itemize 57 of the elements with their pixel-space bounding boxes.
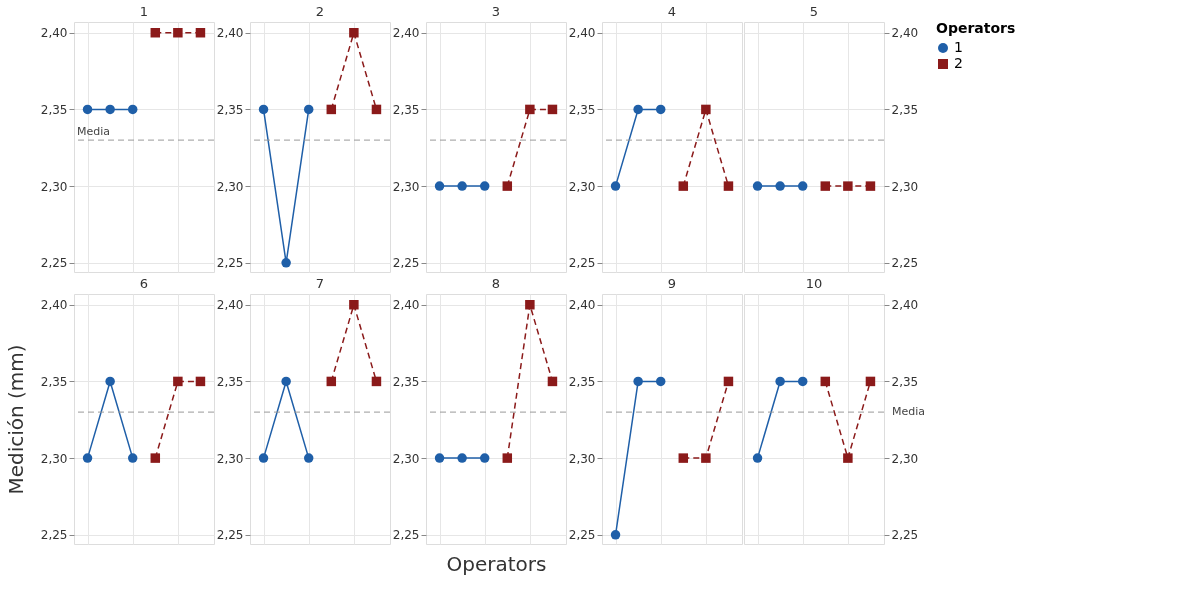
y-tick-label: 2,40 <box>216 26 244 41</box>
chart-title: 7 <box>315 276 325 291</box>
y-tick-label: 2,25 <box>216 256 244 271</box>
chart-title: 8 <box>491 276 501 291</box>
y-tick-label: 2,35 <box>568 102 596 117</box>
y-tick-label: 2,35 <box>891 102 919 117</box>
y-tick-label: 2,30 <box>392 179 420 194</box>
y-tick-label: 2,40 <box>392 298 420 313</box>
legend-label: 2 <box>954 55 963 71</box>
x-axis-title: Operators <box>446 551 547 576</box>
y-tick-label: 2,40 <box>216 298 244 313</box>
y-tick-label: 2,35 <box>216 102 244 117</box>
chart-title: 3 <box>491 4 501 19</box>
y-tick-label: 2,40 <box>392 26 420 41</box>
y-tick-label: 2,40 <box>568 26 596 41</box>
ref-line-label: Media <box>892 405 926 419</box>
y-tick-label: 2,30 <box>40 179 68 194</box>
y-tick-label: 2,30 <box>891 451 919 466</box>
y-tick-label: 2,25 <box>40 256 68 271</box>
y-tick-label: 2,25 <box>216 528 244 543</box>
y-tick-label: 2,40 <box>891 298 919 313</box>
chart-title: 4 <box>667 4 677 19</box>
legend-label: 1 <box>954 39 963 55</box>
y-tick-label: 2,25 <box>40 528 68 543</box>
y-tick-label: 2,35 <box>40 102 68 117</box>
y-tick-label: 2,40 <box>40 26 68 41</box>
y-tick-label: 2,30 <box>568 179 596 194</box>
chart-title: 1 <box>139 4 149 19</box>
y-tick-label: 2,35 <box>40 374 68 389</box>
y-tick-label: 2,30 <box>40 451 68 466</box>
y-tick-label: 2,40 <box>40 298 68 313</box>
y-tick-label: 2,35 <box>392 374 420 389</box>
y-tick-label: 2,25 <box>392 256 420 271</box>
legend-title: Operators <box>936 20 1016 36</box>
y-tick-label: 2,25 <box>568 256 596 271</box>
y-tick-label: 2,30 <box>891 179 919 194</box>
y-tick-label: 2,30 <box>392 451 420 466</box>
y-tick-label: 2,30 <box>216 451 244 466</box>
y-tick-label: 2,35 <box>568 374 596 389</box>
y-tick-label: 2,35 <box>392 102 420 117</box>
chart-title: 5 <box>809 4 819 19</box>
chart-title: 9 <box>667 276 677 291</box>
chart-title: 2 <box>315 4 325 19</box>
y-axis-title: Medición (mm) <box>3 344 28 495</box>
y-tick-label: 2,30 <box>216 179 244 194</box>
y-tick-label: 2,25 <box>392 528 420 543</box>
y-tick-label: 2,25 <box>568 528 596 543</box>
y-tick-label: 2,35 <box>216 374 244 389</box>
y-tick-label: 2,40 <box>891 26 919 41</box>
chart-title: 10 <box>805 276 823 291</box>
y-tick-label: 2,25 <box>891 528 919 543</box>
ref-line-label: Media <box>77 125 111 139</box>
y-tick-label: 2,40 <box>568 298 596 313</box>
y-tick-label: 2,35 <box>891 374 919 389</box>
y-tick-label: 2,25 <box>891 256 919 271</box>
chart-title: 6 <box>139 276 149 291</box>
y-tick-label: 2,30 <box>568 451 596 466</box>
